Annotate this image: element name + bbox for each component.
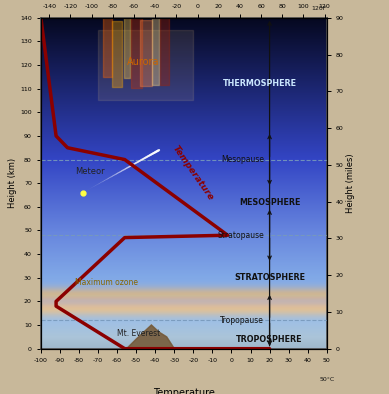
Text: STRATOSPHERE: STRATOSPHERE <box>234 273 305 282</box>
Text: Tropopause: Tropopause <box>220 316 264 325</box>
X-axis label: Temperature: Temperature <box>153 388 215 394</box>
Text: TROPOSPHERE: TROPOSPHERE <box>237 335 303 344</box>
Text: Mt. Everest: Mt. Everest <box>117 329 160 338</box>
Polygon shape <box>126 325 174 349</box>
Text: MESOSPHERE: MESOSPHERE <box>239 198 300 206</box>
Y-axis label: Height (miles): Height (miles) <box>347 153 356 213</box>
Text: Aurora: Aurora <box>126 57 159 67</box>
Polygon shape <box>126 325 174 349</box>
Text: Mesopause: Mesopause <box>221 155 264 164</box>
Text: 50°C: 50°C <box>319 377 335 382</box>
Text: Stratopause: Stratopause <box>217 231 264 240</box>
Text: Maximum ozone: Maximum ozone <box>75 278 138 287</box>
Text: Temperature: Temperature <box>171 143 216 202</box>
Text: 120F: 120F <box>311 6 327 11</box>
Text: Meteor: Meteor <box>75 167 105 176</box>
Text: THERMOSPHERE: THERMOSPHERE <box>223 80 297 88</box>
Y-axis label: Height (km): Height (km) <box>8 158 17 208</box>
